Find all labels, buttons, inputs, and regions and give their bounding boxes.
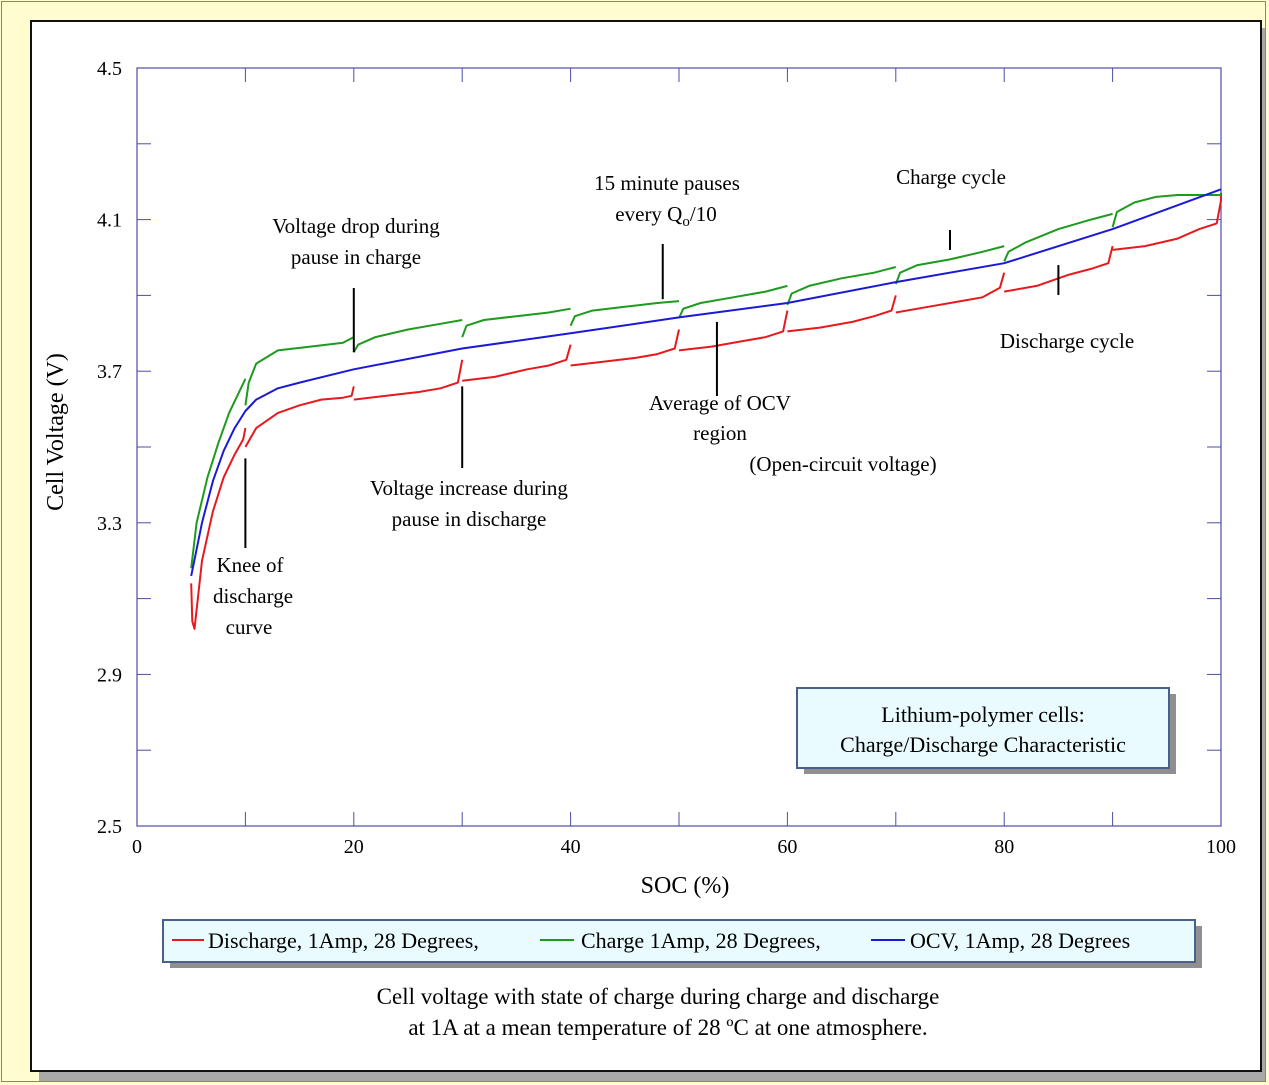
x-axis-label: SOC (%) xyxy=(641,873,730,899)
annotation-voltage-increase-line1: Voltage increase during xyxy=(370,476,568,500)
annotation-voltage-drop-line2: pause in charge xyxy=(291,245,421,269)
tick-marks xyxy=(136,67,1222,827)
annotation-ocv: Average of OCV region (Open-circuit volt… xyxy=(649,391,937,476)
info-box-panel xyxy=(796,687,1170,769)
series-line xyxy=(462,344,572,382)
series-lines xyxy=(190,188,1222,630)
info-box-line2: Charge/Discharge Characteristic xyxy=(840,732,1126,757)
annotation-leaders xyxy=(244,230,1060,548)
annotation-knee: Knee of discharge curve xyxy=(213,553,293,639)
caption-line1: Cell voltage with state of charge during… xyxy=(377,984,940,1009)
series-line xyxy=(1112,200,1222,251)
series-line xyxy=(787,295,897,333)
annotation-pauses: 15 minute pauses every Qo/10 xyxy=(594,171,740,230)
series-line xyxy=(1003,212,1113,262)
series-ocv xyxy=(190,188,1222,577)
y-tick-label: 2.9 xyxy=(97,664,122,686)
annotation-voltage-drop: Voltage drop during pause in charge xyxy=(272,214,440,269)
series-line xyxy=(190,378,247,569)
annotation-knee-line2: discharge xyxy=(213,584,293,608)
x-tick-label: 100 xyxy=(1206,836,1236,858)
series-line xyxy=(678,310,789,352)
series-line xyxy=(353,359,464,401)
annotation-knee-line3: curve xyxy=(226,615,273,639)
series-charge xyxy=(190,194,1221,569)
annotation-charge-cycle-label: Charge cycle xyxy=(896,165,1006,189)
annotation-voltage-increase-line2: pause in discharge xyxy=(392,507,547,531)
annotation-discharge-cycle: Discharge cycle xyxy=(1000,329,1134,353)
series-line xyxy=(678,284,788,319)
annotation-knee-line1: Knee of xyxy=(216,553,283,577)
legend-label-discharge: Discharge, 1Amp, 28 Degrees, xyxy=(208,928,479,953)
x-tick-label: 0 xyxy=(132,836,142,858)
legend-label-charge: Charge 1Amp, 28 Degrees, xyxy=(581,928,821,953)
annotation-pauses-line1: 15 minute pauses xyxy=(594,171,740,195)
annotation-discharge-cycle-label: Discharge cycle xyxy=(1000,329,1134,353)
series-line xyxy=(569,300,680,327)
y-tick-label: 2.5 xyxy=(97,816,122,838)
series-line xyxy=(894,245,1005,285)
series-line xyxy=(786,266,897,306)
x-tick-label: 60 xyxy=(777,836,797,858)
series-line xyxy=(461,307,571,338)
annotation-voltage-drop-line1: Voltage drop during xyxy=(272,214,440,238)
legend: Discharge, 1Amp, 28 Degrees, Charge 1Amp… xyxy=(162,919,1202,968)
series-line xyxy=(244,336,355,406)
annotation-ocv-line1: Average of OCV xyxy=(649,391,791,415)
series-line xyxy=(1004,245,1114,293)
y-tick-label: 4.1 xyxy=(97,210,122,232)
series-line xyxy=(352,319,463,353)
series-line xyxy=(244,386,355,448)
annotation-ocv-line2: region xyxy=(693,421,747,445)
series-line xyxy=(190,188,1222,577)
series-line xyxy=(570,329,680,367)
x-tick-label: 40 xyxy=(561,836,581,858)
legend-label-ocv: OCV, 1Amp, 28 Degrees xyxy=(910,928,1130,953)
y-axis-label: Cell Voltage (V) xyxy=(43,353,69,511)
series-line xyxy=(895,272,1006,314)
y-tick-label: 3.7 xyxy=(97,361,122,383)
series-discharge xyxy=(190,193,1222,630)
annotation-ocv-line3: (Open-circuit voltage) xyxy=(749,452,936,476)
x-tick-label: 20 xyxy=(344,836,364,858)
info-box: Lithium-polymer cells: Charge/Discharge … xyxy=(796,687,1176,774)
caption-line2: at 1A at a mean temperature of 28 ºC at … xyxy=(408,1015,927,1040)
y-tick-label: 4.5 xyxy=(97,58,122,80)
series-line xyxy=(1111,194,1221,228)
x-tick-label: 80 xyxy=(994,836,1014,858)
annotation-pauses-line2: every Qo/10 xyxy=(615,202,716,230)
annotation-voltage-increase: Voltage increase during pause in dischar… xyxy=(370,476,568,531)
series-line xyxy=(190,427,247,630)
info-box-line1: Lithium-polymer cells: xyxy=(881,702,1084,727)
annotation-charge-cycle: Charge cycle xyxy=(896,165,1006,189)
y-tick-label: 3.3 xyxy=(97,513,122,535)
tick-labels: 0 20 40 60 80 100 2.5 2.9 3.3 3.7 4.1 4.5 xyxy=(97,58,1236,858)
legend-panel xyxy=(162,919,1196,963)
